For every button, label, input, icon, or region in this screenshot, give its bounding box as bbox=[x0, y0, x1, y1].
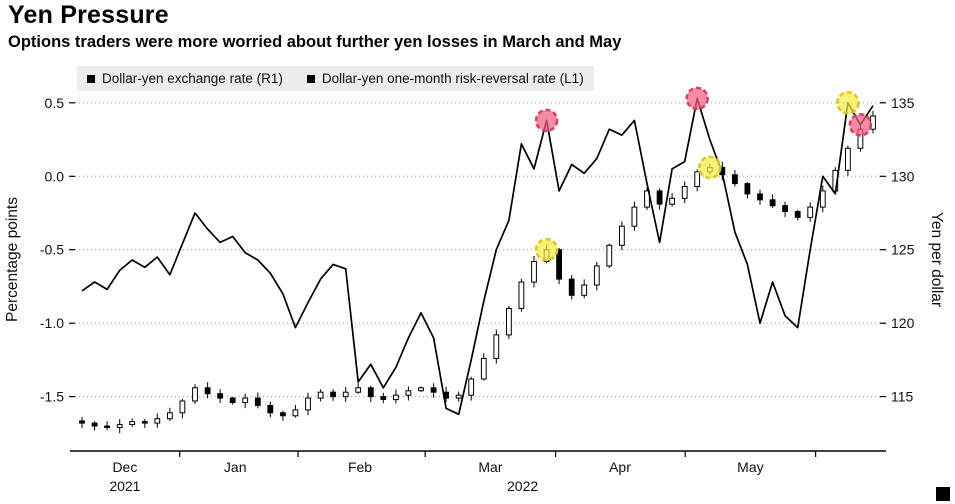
x-month-label: Feb bbox=[348, 459, 372, 475]
x-year-label: 2022 bbox=[507, 478, 538, 494]
legend-marker-square-icon bbox=[306, 74, 315, 83]
highlight-circle bbox=[685, 86, 710, 111]
axes: Dec Jan Feb Mar Apr May 2021 2022 0.5 0.0 -0.5 -1.0… bbox=[40, 95, 915, 494]
left-tick-label: -1.0 bbox=[40, 315, 64, 331]
partial-logo-square-icon bbox=[936, 487, 950, 501]
right-axis-title: Yen per dollar bbox=[928, 212, 945, 308]
x-month-label: Jan bbox=[224, 459, 247, 475]
left-axis-title: Percentage points bbox=[4, 197, 21, 323]
legend-marker-square-icon bbox=[87, 74, 95, 83]
highlight-circle bbox=[848, 113, 873, 137]
right-tick-label: 135 bbox=[891, 95, 915, 111]
legend-item-exchange-rate: Dollar-yen exchange rate (R1) bbox=[87, 71, 283, 86]
left-tick-label: 0.5 bbox=[45, 95, 65, 111]
right-tick-label: 125 bbox=[891, 242, 915, 258]
highlight-circle bbox=[534, 108, 559, 133]
right-tick-label: 120 bbox=[891, 315, 915, 331]
right-tick-label: 115 bbox=[891, 389, 914, 405]
left-tick-label: 0.0 bbox=[45, 168, 65, 184]
legend-label-risk-reversal: Dollar-yen one-month risk-reversal rate … bbox=[321, 71, 584, 86]
left-tick-label: -0.5 bbox=[40, 242, 64, 258]
right-tick-label: 130 bbox=[891, 168, 915, 184]
x-month-label: Dec bbox=[112, 459, 137, 475]
legend-label-exchange-rate: Dollar-yen exchange rate (R1) bbox=[102, 71, 283, 86]
x-month-label: May bbox=[737, 459, 763, 475]
highlight-circle bbox=[534, 237, 559, 262]
x-year-label: 2021 bbox=[109, 478, 140, 494]
legend-item-risk-reversal: Dollar-yen one-month risk-reversal rate … bbox=[306, 71, 584, 86]
highlight-circle bbox=[697, 155, 722, 180]
risk-reversal-line bbox=[81, 97, 874, 416]
chart-title: Yen Pressure bbox=[8, 1, 169, 29]
candlestick-series bbox=[79, 110, 876, 434]
x-month-label: Apr bbox=[609, 459, 631, 475]
x-month-label: Mar bbox=[478, 459, 502, 475]
highlight-circles bbox=[534, 86, 873, 262]
chart-legend: Dollar-yen exchange rate (R1) Dollar-yen… bbox=[77, 66, 594, 91]
gridlines bbox=[75, 102, 880, 398]
highlight-circle bbox=[836, 91, 860, 115]
chart-subtitle: Options traders were more worried about … bbox=[8, 33, 622, 51]
left-tick-label: -1.5 bbox=[40, 389, 64, 405]
